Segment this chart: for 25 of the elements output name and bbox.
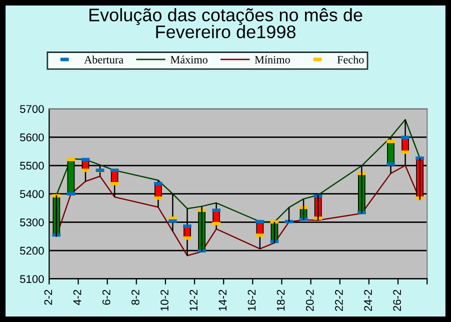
y-tick-label: 5300 [20,218,44,226]
y-tick-label: 5700 [20,105,44,113]
x-tick-label: 26-2 [393,290,402,311]
legend-label: Fecho [337,56,364,64]
x-tick-label: 2-2 [44,290,52,305]
y-tick-label: 5200 [20,246,44,255]
x-tick-label: 24-2 [364,290,372,311]
y-tick-label: 5400 [20,190,44,198]
x-tick-label: 16-2 [248,290,256,311]
legend-label: Máximo [170,56,208,64]
chart-title: Evolução das cotações no mês de Fevereiro de1998 [89,8,362,38]
x-tick-label: 12-2 [190,290,198,311]
x-tick-label: 18-2 [276,290,285,311]
legend-label: Mínimo [254,56,290,64]
x-tick-label: 6-2 [102,290,110,305]
x-tick-label: 4-2 [73,290,82,306]
x-tick-label: 10-2 [160,290,168,311]
legend-label: Abertura [84,56,124,64]
y-tick-label: 5100 [20,275,44,283]
y-tick-label: 5600 [20,133,44,142]
x-tick-label: 22-2 [334,290,343,311]
y-tick-label: 5500 [20,162,44,170]
x-tick-label: 14-2 [218,290,226,311]
x-tick-label: 8-2 [131,290,140,305]
x-tick-label: 20-2 [306,290,314,311]
